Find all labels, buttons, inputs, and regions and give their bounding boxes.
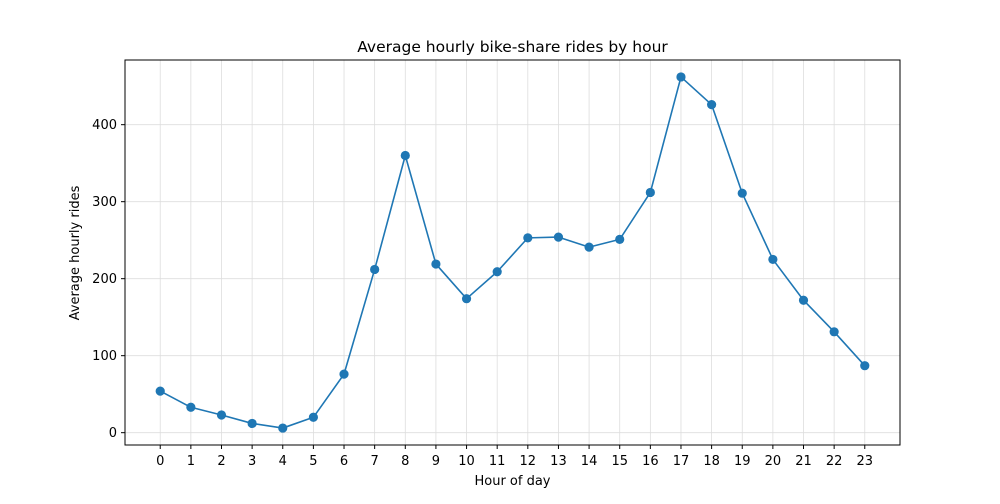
data-point <box>278 423 288 433</box>
data-point <box>645 187 655 198</box>
x-tick-label: 2 <box>217 454 225 469</box>
data-point <box>339 369 349 379</box>
x-tick-label: 0 <box>156 454 164 469</box>
data-point <box>737 188 747 198</box>
x-tick-label: 8 <box>401 454 409 469</box>
x-tick-label: 4 <box>279 454 287 469</box>
x-tick-label: 14 <box>581 454 598 469</box>
x-tick-label: 19 <box>734 454 751 469</box>
data-point <box>492 267 502 277</box>
data-point <box>553 232 564 242</box>
data-point <box>523 233 533 243</box>
tick-layer: 0 1 2 3 4 5 6 7 8 9 10 11 12 13 14 15 16 17 18 19 20 21 22 2301… <box>92 118 873 469</box>
series-layer <box>155 72 870 433</box>
chart-title: Average hourly bike-share rides by hour <box>357 38 668 56</box>
data-point <box>707 100 717 110</box>
x-tick-label: 9 <box>432 454 440 469</box>
y-tick-label: 400 <box>92 118 117 133</box>
data-point <box>308 412 318 422</box>
data-point <box>615 234 625 245</box>
data-point <box>155 386 165 396</box>
data-point <box>370 264 380 275</box>
y-axis-label: Average hourly rides <box>68 185 83 320</box>
data-point <box>584 242 594 252</box>
x-tick-label: 10 <box>458 454 475 469</box>
x-tick-label: 17 <box>673 454 690 469</box>
data-point <box>247 418 257 429</box>
data-point <box>676 72 686 82</box>
data-point <box>768 254 778 265</box>
x-tick-label: 13 <box>550 454 567 469</box>
data-point <box>186 402 196 412</box>
x-tick-label: 6 <box>340 454 348 469</box>
grid-layer <box>125 60 900 445</box>
data-point <box>798 295 809 305</box>
data-point <box>431 259 441 269</box>
x-tick-label: 20 <box>765 454 782 469</box>
x-tick-label: 1 <box>187 454 195 469</box>
y-tick-label: 0 <box>109 426 117 441</box>
x-tick-label: 22 <box>826 454 843 469</box>
y-tick-label: 200 <box>92 272 117 287</box>
x-axis-label: Hour of day <box>474 474 550 489</box>
data-point <box>461 294 472 304</box>
data-point <box>216 410 227 420</box>
x-tick-label: 5 <box>309 454 317 469</box>
data-point <box>400 150 410 161</box>
series-line <box>159 76 866 429</box>
x-tick-label: 12 <box>520 454 537 469</box>
data-point <box>860 361 870 371</box>
data-point <box>829 327 839 337</box>
x-tick-label: 18 <box>703 454 720 469</box>
x-tick-label: 16 <box>642 454 659 469</box>
y-tick-label: 300 <box>92 195 117 210</box>
x-tick-label: 15 <box>611 454 628 469</box>
x-tick-label: 7 <box>371 454 379 469</box>
y-tick-label: 100 <box>92 349 117 364</box>
x-tick-label: 11 <box>489 454 506 469</box>
axes-layer <box>124 59 901 446</box>
x-tick-label: 23 <box>856 454 873 469</box>
x-tick-label: 3 <box>248 454 256 469</box>
x-tick-label: 21 <box>795 454 812 469</box>
axes-frame <box>124 59 901 446</box>
